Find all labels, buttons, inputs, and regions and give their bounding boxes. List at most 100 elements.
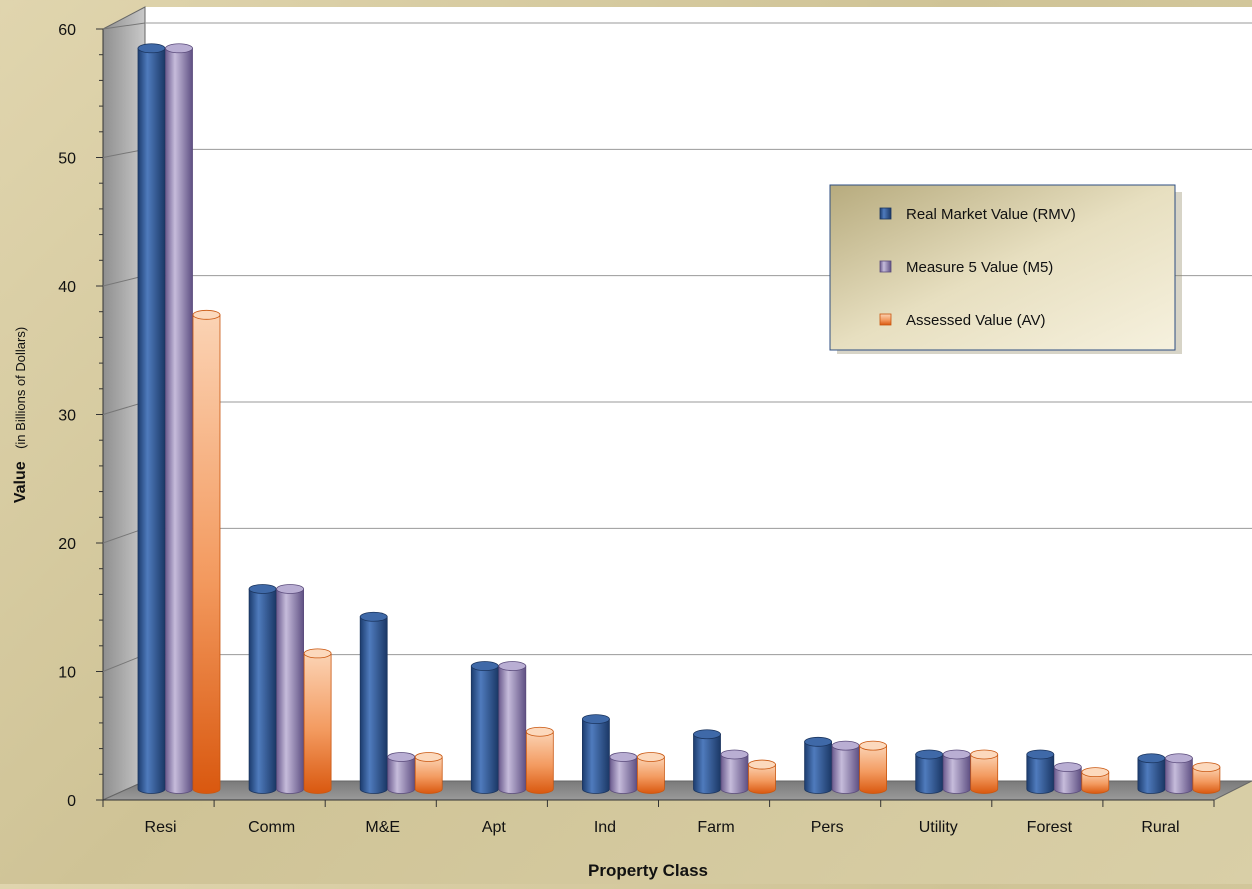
bar	[1192, 762, 1221, 794]
x-tick-label: Ind	[594, 819, 616, 836]
bar-body	[1026, 754, 1055, 794]
x-tick-label: Pers	[811, 819, 844, 836]
bar	[970, 749, 999, 794]
bar-body	[942, 754, 971, 794]
bar	[525, 726, 554, 794]
bar-top	[248, 584, 277, 594]
bar	[804, 736, 832, 794]
bar-body	[582, 718, 610, 794]
bar-body	[1053, 766, 1082, 794]
bar-top	[276, 584, 305, 594]
bar-top	[137, 43, 166, 54]
y-tick-label: 50	[58, 151, 76, 168]
bar-top	[498, 661, 527, 671]
bar-body	[637, 756, 665, 794]
legend-label: Measure 5 Value (M5)	[906, 259, 1053, 276]
bar-top	[1053, 762, 1082, 773]
bar-top	[637, 752, 665, 762]
bar	[582, 714, 610, 794]
bar	[1026, 749, 1055, 794]
y-axis-ticks: 0 10 20 30 40 50 60	[58, 22, 103, 810]
y-tick-label: 40	[58, 279, 76, 296]
bar-top	[1192, 762, 1221, 773]
bar-body	[970, 754, 999, 794]
y-axis-label: Value (in Billions of Dollars)	[12, 327, 29, 503]
y-tick-label: 0	[67, 793, 76, 810]
legend-label: Real Market Value (RMV)	[906, 206, 1076, 223]
legend-swatch	[879, 260, 892, 273]
bar-top	[582, 714, 610, 724]
bar	[414, 752, 443, 794]
legend-swatch	[879, 313, 892, 326]
bar	[831, 740, 860, 794]
bars	[137, 43, 1221, 794]
bar-body	[609, 756, 638, 794]
x-tick-label: Farm	[697, 819, 734, 836]
legend-item: Measure 5 Value (M5)	[879, 259, 1053, 276]
bar-body	[470, 665, 499, 794]
bar-body	[804, 741, 832, 794]
bar-body	[414, 756, 443, 794]
y-tick-label: 30	[58, 408, 76, 425]
bar	[915, 749, 944, 794]
bar-body	[1137, 757, 1166, 794]
bar	[1081, 767, 1110, 794]
bar-top	[1165, 753, 1193, 764]
bar-top	[748, 759, 776, 770]
legend-item: Assessed Value (AV)	[879, 312, 1046, 329]
bar-body	[859, 745, 887, 794]
bar	[498, 661, 527, 794]
gridline-wall	[102, 22, 146, 30]
x-tick-label: Apt	[482, 819, 507, 836]
bar-body	[720, 754, 749, 794]
x-axis-label: Property Class	[588, 861, 708, 880]
legend-swatch	[879, 207, 892, 220]
bar-body	[915, 754, 944, 794]
bar-top	[693, 729, 721, 740]
bar-body	[498, 665, 527, 794]
bar-top	[609, 752, 638, 762]
bar	[609, 752, 638, 794]
bar-top	[1081, 767, 1110, 778]
bar-body	[359, 616, 388, 794]
y-tick-label: 60	[58, 22, 76, 39]
bar-body	[1192, 766, 1221, 794]
bar	[470, 661, 499, 794]
x-tick-label: Forest	[1027, 819, 1073, 836]
bar-top	[720, 749, 749, 760]
bar-body	[1081, 771, 1110, 794]
bar-top	[804, 736, 832, 747]
legend: Real Market Value (RMV) Measure 5 Value (…	[829, 184, 1182, 354]
y-tick-label: 10	[58, 665, 76, 682]
x-tick-label: Utility	[919, 819, 958, 836]
bar-top	[165, 43, 193, 54]
bar-top	[1026, 749, 1055, 760]
x-tick-label: M&E	[365, 819, 400, 836]
bar-body	[525, 731, 554, 794]
y-tick-label: 20	[58, 536, 76, 553]
legend-item: Real Market Value (RMV)	[879, 206, 1076, 223]
bar-top	[470, 661, 499, 671]
bar	[1137, 753, 1166, 794]
bar-body	[137, 47, 166, 794]
bar	[942, 749, 971, 794]
bar-top	[970, 749, 999, 760]
bar-top	[192, 309, 221, 320]
y-axis-label-main: Value	[12, 461, 29, 503]
bar-top	[414, 752, 443, 762]
bar-top	[303, 648, 332, 659]
bar-body	[192, 314, 221, 794]
bar	[693, 729, 721, 794]
bar	[248, 584, 277, 794]
bar	[359, 611, 388, 794]
bar	[192, 309, 221, 794]
bar-body	[303, 653, 332, 794]
bar-body	[748, 764, 776, 794]
bar-top	[525, 726, 554, 737]
bar-body	[1165, 757, 1193, 794]
bar	[137, 43, 166, 794]
bar	[1165, 753, 1193, 794]
bar	[859, 740, 887, 794]
bar-top	[831, 740, 860, 751]
bar	[748, 759, 776, 794]
